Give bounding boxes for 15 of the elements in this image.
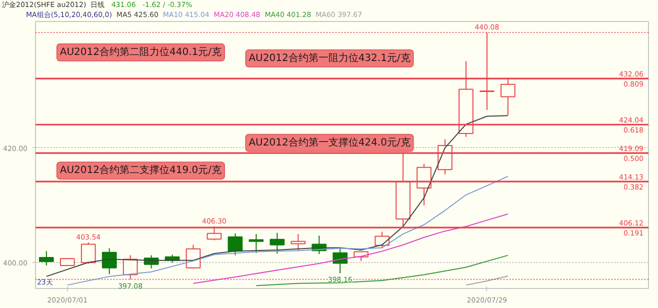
line-series [256, 254, 508, 286]
candlestick [270, 232, 285, 254]
candlestick [38, 250, 54, 266]
annotation: AU2012合约第二阻力位440.1元/克 [60, 46, 222, 58]
candlestick [290, 233, 306, 252]
line-series [46, 115, 508, 277]
line-series [192, 213, 508, 284]
candlestick [102, 248, 117, 275]
candlestick [228, 232, 243, 256]
candlestick [332, 248, 348, 274]
annotation: AU2012合约第二支撑位419.0元/克 [60, 164, 222, 176]
candlestick [248, 233, 264, 254]
candlestick [80, 242, 96, 264]
annotation: AU2012合约第一阻力位432.1元/克 [248, 52, 410, 64]
annotation: AU2012合约第一支撑位424.0元/克 [248, 136, 410, 148]
